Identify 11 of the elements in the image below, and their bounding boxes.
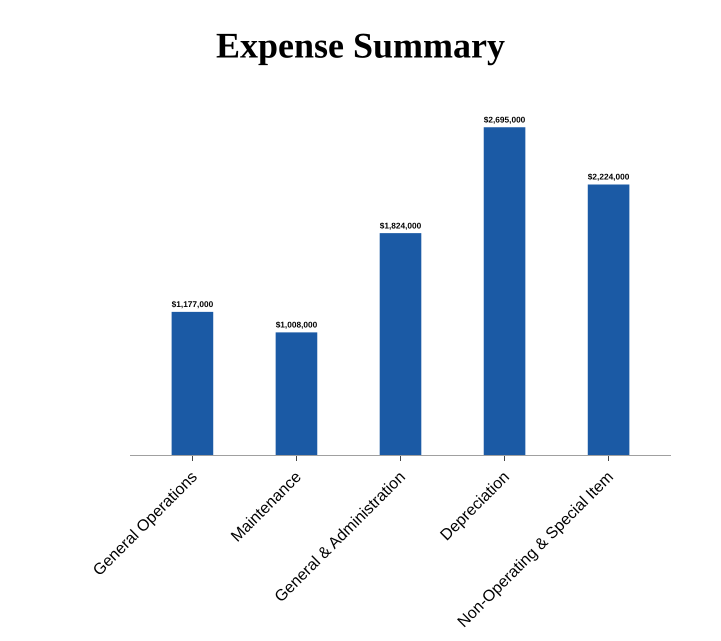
bar: [484, 127, 526, 455]
data-label: $2,224,000: [588, 172, 630, 182]
bar: [276, 332, 318, 455]
bar: [380, 233, 422, 455]
bar: [172, 312, 214, 455]
data-label: $1,177,000: [172, 299, 214, 310]
data-label: $1,824,000: [380, 220, 422, 230]
bar: [588, 184, 630, 455]
data-label: $1,008,000: [276, 320, 318, 330]
chart-title: Expense Summary: [216, 25, 506, 66]
data-label: $2,695,000: [484, 114, 526, 124]
